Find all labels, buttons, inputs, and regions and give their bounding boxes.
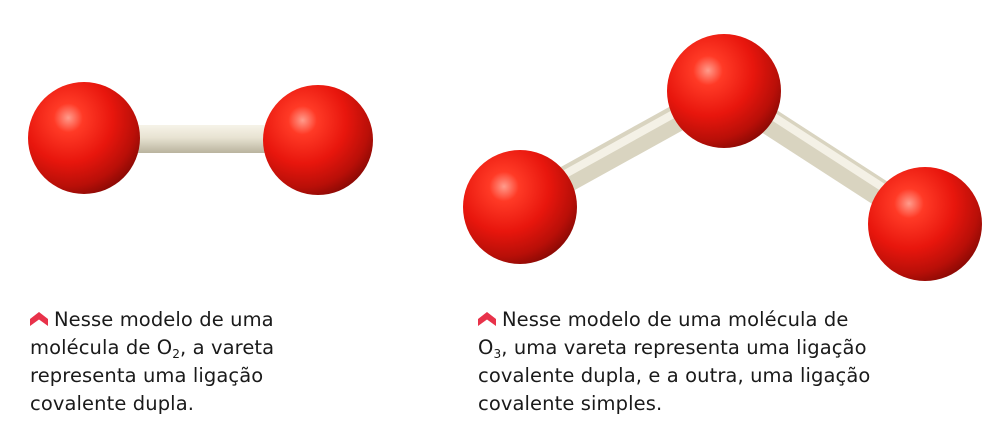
o3-caption-line2-pre: O [478, 336, 494, 359]
o2-caption-line1: Nesse modelo de uma [54, 308, 274, 331]
o3-oxygen-atom-center [667, 34, 781, 148]
o2-molecule-model [28, 82, 373, 195]
o3-oxygen-atom-right [868, 167, 982, 281]
o2-caption: Nesse modelo de uma molécula de O2, a va… [30, 306, 274, 418]
o3-caption-line2-post: , uma vareta representa uma ligação [501, 336, 867, 359]
o2-caption-subscript: 2 [172, 347, 181, 362]
molecule-models-illustration [28, 34, 982, 281]
o2-caption-line2-pre: molécula de O [30, 336, 173, 359]
o3-caption-line1: Nesse modelo de uma molécula de [502, 308, 849, 331]
o3-caption: Nesse modelo de uma molécula de O3, uma … [478, 306, 870, 418]
o2-double-bond-rod [128, 125, 276, 153]
o2-caption-line3: representa uma ligação [30, 364, 264, 387]
o3-caption-subscript: 3 [493, 347, 502, 362]
o3-oxygen-atom-left [463, 150, 577, 264]
o3-molecule-model [463, 34, 982, 281]
chevron-up-icon [30, 312, 48, 326]
o2-oxygen-atom-right [263, 85, 373, 195]
o2-caption-line2-post: , a vareta [180, 336, 275, 359]
o2-caption-line4: covalente dupla. [30, 392, 195, 415]
o2-oxygen-atom-left [28, 82, 140, 194]
chevron-up-icon [478, 312, 496, 326]
o3-caption-line3: covalente dupla, e a outra, uma ligação [478, 364, 871, 387]
o3-caption-line4: covalente simples. [478, 392, 663, 415]
